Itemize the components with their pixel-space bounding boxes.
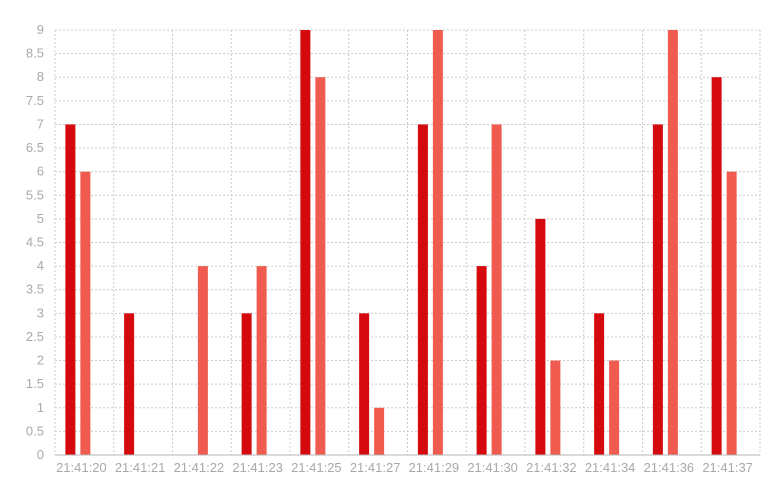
y-tick-label: 6.5 <box>26 140 44 155</box>
x-tick-label: 21:41:36 <box>644 460 695 475</box>
x-tick-label: 21:41:22 <box>174 460 225 475</box>
bar-series-2-21-41-37 <box>726 171 737 455</box>
y-tick-label: 4 <box>37 258 44 273</box>
bar-series-1-21-41-36 <box>652 124 663 455</box>
x-tick-label: 21:41:21 <box>115 460 166 475</box>
y-tick-label: 6 <box>37 164 44 179</box>
bar-series-1-21-41-27 <box>359 313 370 455</box>
y-axis-tick-labels: 0 0.5 1 1.5 2 2.5 3 3.5 4 4.5 5 5.5 6 6.5 7 7.5 8 8.5 9 <box>26 22 44 462</box>
bar-series-1-21-41-30 <box>476 266 487 455</box>
x-tick-label: 21:41:23 <box>232 460 283 475</box>
y-tick-label: 8.5 <box>26 46 44 61</box>
bar-series-2-21-41-20 <box>80 171 91 455</box>
y-tick-label: 0 <box>37 447 44 462</box>
bar-series-1-21-41-37 <box>711 77 722 455</box>
grid <box>54 29 761 455</box>
bar-series-2-21-41-22 <box>197 266 208 455</box>
y-tick-label: 1 <box>37 400 44 415</box>
bar-series-1-21-41-23 <box>241 313 252 455</box>
bar-series-2-21-41-23 <box>256 266 267 455</box>
x-tick-label: 21:41:37 <box>702 460 753 475</box>
bar-series-2-21-41-34 <box>609 360 620 455</box>
y-tick-label: 2.5 <box>26 329 44 344</box>
y-tick-label: 3 <box>37 305 44 320</box>
bar-series-1-21-41-21 <box>124 313 135 455</box>
bar-series-1-21-41-25 <box>300 30 311 455</box>
y-tick-label: 5.5 <box>26 187 44 202</box>
bar-series-2-21-41-32 <box>550 360 561 455</box>
bar-series-2-21-41-30 <box>491 124 502 455</box>
y-tick-label: 2 <box>37 353 44 368</box>
x-tick-label: 21:41:20 <box>56 460 107 475</box>
bar-series-1-21-41-29 <box>417 124 428 455</box>
bar-series-2-21-41-29 <box>432 30 443 455</box>
x-tick-label: 21:41:27 <box>350 460 401 475</box>
y-tick-label: 0.5 <box>26 423 44 438</box>
y-tick-label: 7 <box>37 116 44 131</box>
x-axis-tick-labels: 21:41:20 21:41:21 21:41:22 21:41:23 21:41:25… <box>56 460 753 475</box>
y-tick-label: 4.5 <box>26 235 44 250</box>
x-tick-label: 21:41:34 <box>585 460 636 475</box>
x-tick-label: 21:41:32 <box>526 460 577 475</box>
bar-series-1-21-41-32 <box>535 218 546 455</box>
x-tick-label: 21:41:30 <box>467 460 518 475</box>
bars <box>65 30 737 455</box>
bar-series-2-21-41-25 <box>315 77 326 455</box>
x-tick-label: 21:41:25 <box>291 460 342 475</box>
bar-series-2-21-41-27 <box>374 407 385 455</box>
y-tick-label: 5 <box>37 211 44 226</box>
y-tick-label: 3.5 <box>26 282 44 297</box>
y-tick-label: 8 <box>37 69 44 84</box>
y-tick-label: 1.5 <box>26 376 44 391</box>
y-tick-label: 7.5 <box>26 93 44 108</box>
bar-series-2-21-41-36 <box>667 30 678 455</box>
bar-series-1-21-41-34 <box>594 313 605 455</box>
bar-series-1-21-41-20 <box>65 124 76 455</box>
x-tick-label: 21:41:29 <box>409 460 460 475</box>
y-tick-label: 9 <box>37 22 44 37</box>
